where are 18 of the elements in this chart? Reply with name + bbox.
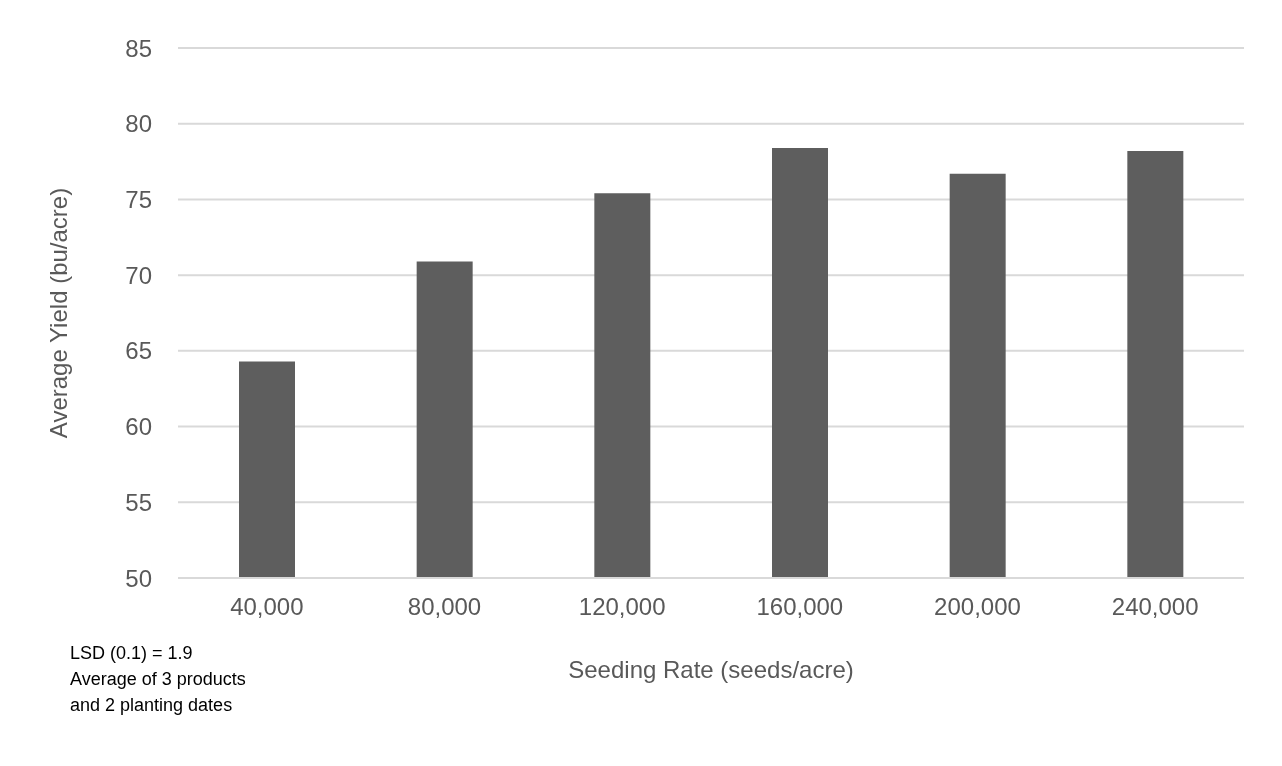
x-axis-title: Seeding Rate (seeds/acre) [568, 656, 854, 683]
x-tick-label: 80,000 [407, 593, 482, 621]
y-tick-label: 80 [125, 110, 152, 138]
x-tick-label: 120,000 [578, 593, 666, 621]
x-tick-label: 200,000 [934, 593, 1021, 621]
y-tick-label: 75 [125, 185, 152, 213]
y-tick-label: 70 [125, 261, 152, 289]
y-tick-label: 50 [125, 564, 152, 592]
y-tick-label: 60 [125, 413, 152, 441]
text: Average of 3 products and 2 planting dates [70, 668, 247, 717]
x-tick-label: 160,000 [756, 593, 844, 621]
y-tick-label: 65 [125, 337, 152, 365]
y-axis-title: Average Yield (bu/acre) [44, 187, 72, 439]
text: LSD (0.1) = 1.9 [70, 642, 194, 665]
y-tick-label: 85 [125, 34, 152, 62]
x-tick-label: 40,000 [230, 593, 304, 621]
x-tick-label: 240,000 [1111, 593, 1199, 621]
y-tick-label: 55 [125, 488, 152, 516]
